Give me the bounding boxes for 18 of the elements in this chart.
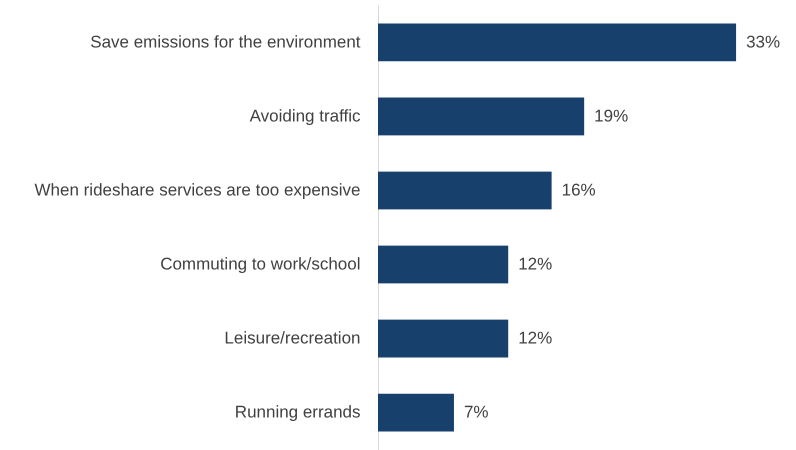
data-label: 16% <box>562 180 596 200</box>
bar <box>378 98 584 136</box>
y-tick-label: Running errands <box>234 402 360 422</box>
bar <box>378 172 552 210</box>
bar <box>378 394 454 432</box>
data-label: 33% <box>746 32 780 52</box>
y-tick-label: When rideshare services are too expensive <box>34 180 360 200</box>
y-tick-label: Save emissions for the environment <box>90 32 361 52</box>
y-tick-label: Avoiding traffic <box>250 106 361 126</box>
bar <box>378 320 508 358</box>
y-tick-label: Leisure/recreation <box>224 328 360 348</box>
y-tick-label: Commuting to work/school <box>160 254 360 274</box>
data-label: 19% <box>594 106 628 126</box>
data-label: 12% <box>518 254 552 274</box>
bar <box>378 246 508 284</box>
bar <box>378 24 736 62</box>
data-label: 7% <box>464 402 489 422</box>
data-label: 12% <box>518 328 552 348</box>
